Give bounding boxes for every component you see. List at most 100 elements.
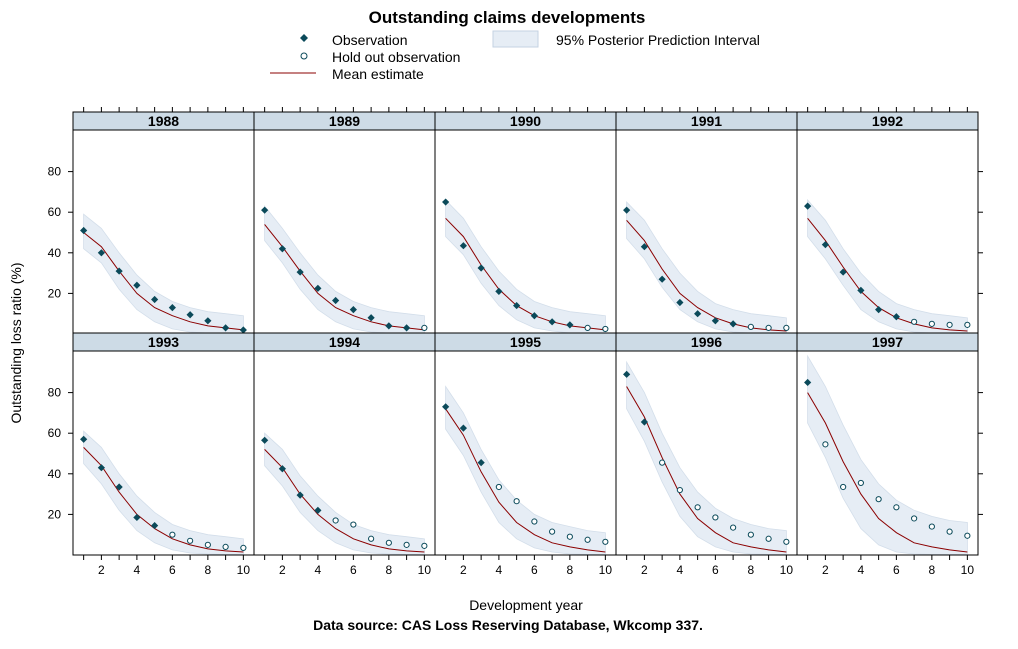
- panel-strip: [796, 332, 979, 352]
- observation-point: [442, 198, 450, 206]
- x-axis-tick-label: 8: [205, 563, 212, 577]
- holdout-point: [169, 531, 176, 538]
- holdout-point: [204, 541, 211, 548]
- x-axis-tick-label: 10: [599, 563, 613, 577]
- x-axis-label: Development year: [469, 597, 583, 613]
- holdout-point: [421, 542, 428, 549]
- x-axis-tick-label: 2: [641, 563, 648, 577]
- holdout-point: [222, 543, 229, 550]
- observation-point: [513, 301, 521, 310]
- panel-1989: 1989: [253, 107, 436, 335]
- observation-point: [442, 403, 450, 411]
- observation-point: [804, 202, 812, 210]
- x-axis-tick-label: 4: [134, 563, 141, 577]
- legend-holdout-label: Hold out observation: [332, 49, 460, 65]
- panel-strip-label: 1996: [691, 334, 722, 350]
- observation-point: [459, 424, 467, 432]
- observation-point: [694, 310, 702, 318]
- holdout-point: [964, 321, 971, 328]
- observation-point: [839, 268, 847, 276]
- holdout-point: [421, 324, 428, 332]
- x-axis-tick-label: 4: [315, 563, 322, 577]
- holdout-point: [928, 523, 935, 530]
- observation-point: [623, 370, 631, 378]
- observation-point: [168, 304, 176, 312]
- x-axis-tick-label: 10: [237, 563, 251, 577]
- holdout-point: [712, 514, 719, 521]
- panel-1995: 1995 2 4 6 8 10: [434, 332, 617, 577]
- mean-estimate-line: [445, 217, 606, 331]
- panel-strip-label: 1990: [510, 113, 541, 129]
- holdout-point: [765, 535, 772, 542]
- holdout-point: [783, 324, 790, 332]
- observation-point: [80, 226, 88, 235]
- observation-point: [151, 295, 159, 304]
- panel-strip-label: 1991: [691, 113, 722, 129]
- observation-point: [204, 317, 212, 325]
- observation-point: [97, 249, 105, 257]
- x-axis-tick-label: 6: [350, 563, 357, 577]
- observation-point: [804, 378, 812, 387]
- holdout-point: [531, 518, 538, 525]
- observation-point: [133, 281, 141, 289]
- holdout-point: [875, 496, 882, 503]
- holdout-point: [332, 517, 339, 524]
- holdout-point: [911, 318, 918, 325]
- legend: Observation Hold out observation Mean es…: [270, 30, 760, 82]
- holdout-point: [403, 541, 410, 548]
- holdout-point: [602, 325, 609, 333]
- observation-point: [332, 296, 340, 305]
- observation-point: [530, 312, 538, 320]
- holdout-point: [911, 515, 918, 522]
- panel-strip-label: 1988: [148, 113, 179, 129]
- legend-holdout-marker: [300, 52, 308, 60]
- observation-point: [151, 521, 159, 530]
- y-axis-tick-label: 40: [48, 467, 62, 481]
- observation-point: [548, 318, 556, 326]
- panel-1991: 1991: [615, 107, 798, 335]
- holdout-point: [928, 320, 935, 327]
- holdout-point: [946, 528, 953, 535]
- panel-strip-label: 1993: [148, 334, 179, 350]
- y-axis-tick-label: 80: [48, 386, 62, 400]
- observation-point: [821, 241, 829, 249]
- observation-point: [367, 314, 375, 322]
- holdout-point: [350, 521, 357, 528]
- holdout-point: [857, 479, 864, 487]
- holdout-point: [385, 539, 392, 546]
- y-axis-tick-label: 60: [48, 426, 62, 440]
- x-axis-tick-label: 8: [386, 563, 393, 577]
- holdout-point: [368, 535, 375, 542]
- mean-estimate-line: [445, 408, 606, 553]
- holdout-point: [187, 537, 194, 544]
- x-axis-tick-label: 6: [893, 563, 900, 577]
- mean-estimate-line: [807, 217, 968, 332]
- observation-point: [80, 435, 88, 443]
- observation-point: [385, 322, 393, 330]
- holdout-point: [566, 533, 573, 540]
- observation-point: [729, 320, 737, 328]
- x-axis-tick-label: 2: [98, 563, 105, 577]
- observation-point: [623, 206, 631, 214]
- y-axis-tick-label: 80: [48, 165, 62, 179]
- x-axis-tick-label: 10: [961, 563, 975, 577]
- x-axis-tick-label: 10: [418, 563, 432, 577]
- x-axis-tick-label: 2: [279, 563, 286, 577]
- observation-point: [349, 306, 357, 314]
- observation-point: [459, 242, 467, 250]
- mean-estimate-line: [83, 232, 244, 331]
- observation-point: [640, 243, 648, 251]
- x-axis-tick-label: 6: [169, 563, 176, 577]
- x-axis-tick-label: 10: [780, 563, 794, 577]
- holdout-point: [765, 324, 772, 332]
- observation-point: [403, 324, 411, 332]
- holdout-point: [893, 504, 900, 511]
- observation-point: [892, 313, 900, 321]
- holdout-point: [730, 524, 737, 531]
- holdout-point: [840, 483, 847, 491]
- y-axis-tick-label: 40: [48, 246, 62, 260]
- x-axis-tick-label: 4: [858, 563, 865, 577]
- observation-point: [314, 506, 322, 514]
- x-axis-tick-label: 2: [460, 563, 467, 577]
